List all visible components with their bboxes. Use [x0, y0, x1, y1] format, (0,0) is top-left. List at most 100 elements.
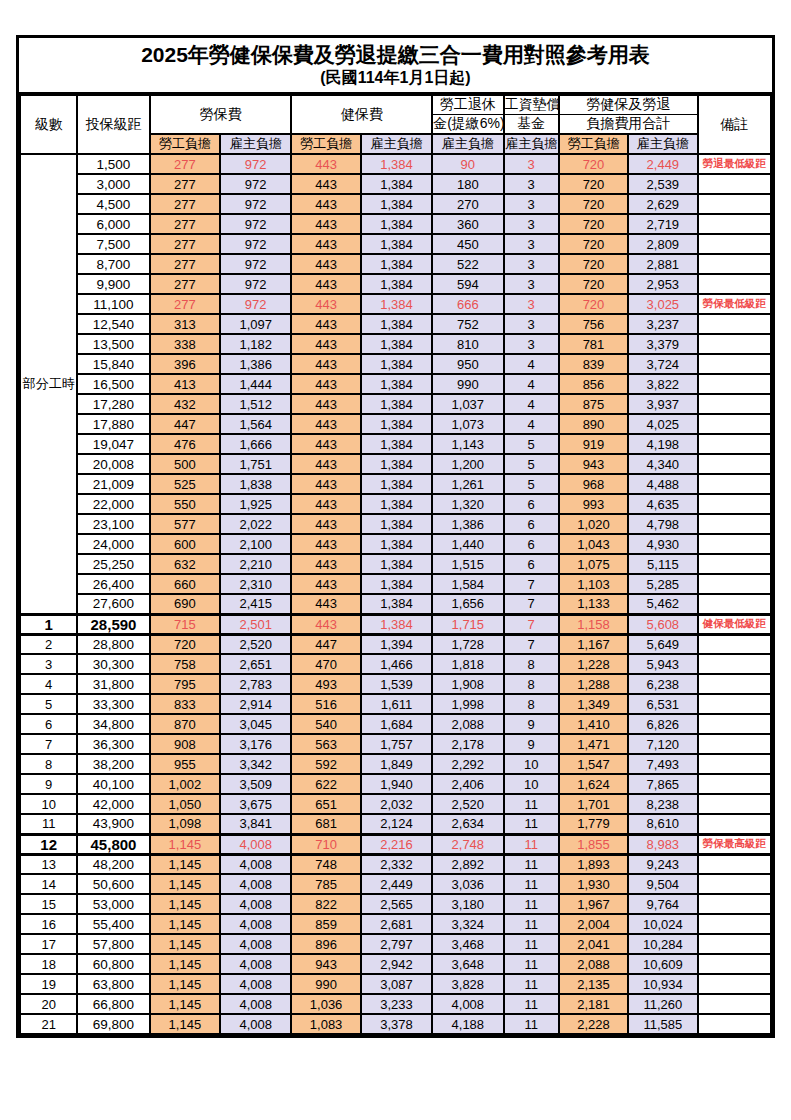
- cell-labor-employer: 972: [220, 154, 291, 174]
- cell-labor-employee: 396: [150, 354, 220, 374]
- cell-pension-employer: 2,634: [432, 814, 503, 834]
- cell-remark: [698, 314, 771, 334]
- table-row: 7,5002779724431,38445037202,809: [20, 234, 771, 254]
- cell-total-employee: 1,103: [559, 574, 628, 594]
- cell-health-employee: 443: [291, 334, 360, 354]
- cell-labor-employer: 1,512: [220, 394, 291, 414]
- cell-labor-employee: 338: [150, 334, 220, 354]
- cell-labor-employee: 1,145: [150, 894, 220, 914]
- cell-wage-fund-employer: 11: [504, 994, 559, 1014]
- cell-remark: [698, 354, 771, 374]
- table-row: 12,5403131,0974431,38475237563,237: [20, 314, 771, 334]
- cell-health-employee: 1,083: [291, 1014, 360, 1034]
- cell-total-employee: 1,893: [559, 854, 628, 874]
- cell-total-employer: 5,462: [628, 594, 697, 614]
- subheader-labor-employee: 勞工負擔: [150, 134, 220, 154]
- premium-table: 級數 投保級距 勞保費 健保費 勞工退休 工資墊償 勞健保及勞退 備註 金(提繳…: [19, 94, 772, 1035]
- cell-remark: [698, 694, 771, 714]
- cell-bracket: 48,200: [77, 854, 149, 874]
- cell-health-employee: 859: [291, 914, 360, 934]
- cell-health-employer: 1,384: [361, 434, 432, 454]
- cell-remark: [698, 734, 771, 754]
- cell-remark: [698, 954, 771, 974]
- cell-wage-fund-employer: 3: [504, 214, 559, 234]
- cell-total-employee: 720: [559, 154, 628, 174]
- cell-pension-employer: 450: [432, 234, 503, 254]
- table-row: 1245,8001,1454,0087102,2162,748111,8558,…: [20, 834, 771, 854]
- cell-labor-employer: 1,925: [220, 494, 291, 514]
- cell-remark: [698, 534, 771, 554]
- cell-bracket: 12,540: [77, 314, 149, 334]
- cell-health-employee: 443: [291, 594, 360, 614]
- cell-health-employer: 1,384: [361, 374, 432, 394]
- cell-remark: [698, 554, 771, 574]
- cell-remark: [698, 514, 771, 534]
- cell-labor-employee: 277: [150, 194, 220, 214]
- cell-labor-employee: 690: [150, 594, 220, 614]
- cell-labor-employer: 1,386: [220, 354, 291, 374]
- cell-level: 6: [20, 714, 77, 734]
- cell-total-employer: 5,943: [628, 654, 697, 674]
- cell-total-employee: 2,004: [559, 914, 628, 934]
- cell-total-employer: 4,198: [628, 434, 697, 454]
- page-subtitle: (民國114年1月1日起): [19, 68, 772, 89]
- cell-total-employee: 1,288: [559, 674, 628, 694]
- cell-remark: [698, 1014, 771, 1034]
- cell-labor-employer: 4,008: [220, 874, 291, 894]
- cell-total-employee: 1,547: [559, 754, 628, 774]
- cell-remark: [698, 654, 771, 674]
- cell-level: 18: [20, 954, 77, 974]
- cell-health-employer: 1,384: [361, 574, 432, 594]
- cell-total-employee: 943: [559, 454, 628, 474]
- cell-labor-employer: 1,838: [220, 474, 291, 494]
- cell-labor-employee: 413: [150, 374, 220, 394]
- cell-bracket: 50,600: [77, 874, 149, 894]
- cell-labor-employer: 4,008: [220, 974, 291, 994]
- subheader-total-employee: 勞工負擔: [559, 134, 628, 154]
- cell-wage-fund-employer: 3: [504, 314, 559, 334]
- cell-total-employee: 720: [559, 294, 628, 314]
- cell-labor-employer: 972: [220, 194, 291, 214]
- cell-remark: [698, 854, 771, 874]
- cell-pension-employer: 1,656: [432, 594, 503, 614]
- cell-health-employee: 943: [291, 954, 360, 974]
- cell-health-employee: 443: [291, 254, 360, 274]
- cell-bracket: 1,500: [77, 154, 149, 174]
- cell-health-employee: 443: [291, 194, 360, 214]
- cell-pension-employer: 1,073: [432, 414, 503, 434]
- col-header-health-insurance: 健保費: [291, 95, 432, 134]
- cell-pension-employer: 2,520: [432, 794, 503, 814]
- cell-labor-employer: 4,008: [220, 854, 291, 874]
- cell-labor-employee: 632: [150, 554, 220, 574]
- cell-total-employer: 6,826: [628, 714, 697, 734]
- cell-labor-employee: 277: [150, 234, 220, 254]
- subheader-fund-employer: 雇主負擔: [504, 134, 559, 154]
- cell-bracket: 13,500: [77, 334, 149, 354]
- cell-health-employer: 1,757: [361, 734, 432, 754]
- cell-pension-employer: 1,037: [432, 394, 503, 414]
- cell-total-employee: 2,041: [559, 934, 628, 954]
- cell-labor-employer: 4,008: [220, 914, 291, 934]
- cell-wage-fund-employer: 8: [504, 654, 559, 674]
- cell-pension-employer: 360: [432, 214, 503, 234]
- table-row: 24,0006002,1004431,3841,44061,0434,930: [20, 534, 771, 554]
- cell-health-employee: 540: [291, 714, 360, 734]
- cell-remark: [698, 174, 771, 194]
- cell-wage-fund-employer: 11: [504, 1014, 559, 1034]
- table-header: 級數 投保級距 勞保費 健保費 勞工退休 工資墊償 勞健保及勞退 備註 金(提繳…: [20, 95, 771, 154]
- cell-labor-employee: 795: [150, 674, 220, 694]
- cell-level: 2: [20, 634, 77, 654]
- cell-health-employee: 447: [291, 634, 360, 654]
- cell-bracket: 38,200: [77, 754, 149, 774]
- cell-wage-fund-employer: 11: [504, 794, 559, 814]
- cell-labor-employee: 1,050: [150, 794, 220, 814]
- cell-remark: [698, 574, 771, 594]
- cell-bracket: 69,800: [77, 1014, 149, 1034]
- cell-wage-fund-employer: 11: [504, 894, 559, 914]
- table-row: 128,5907152,5014431,3841,71571,1585,608健…: [20, 614, 771, 634]
- cell-bracket: 45,800: [77, 834, 149, 854]
- cell-labor-employee: 277: [150, 174, 220, 194]
- cell-remark: 勞保最低級距: [698, 294, 771, 314]
- cell-total-employee: 2,088: [559, 954, 628, 974]
- cell-remark: [698, 774, 771, 794]
